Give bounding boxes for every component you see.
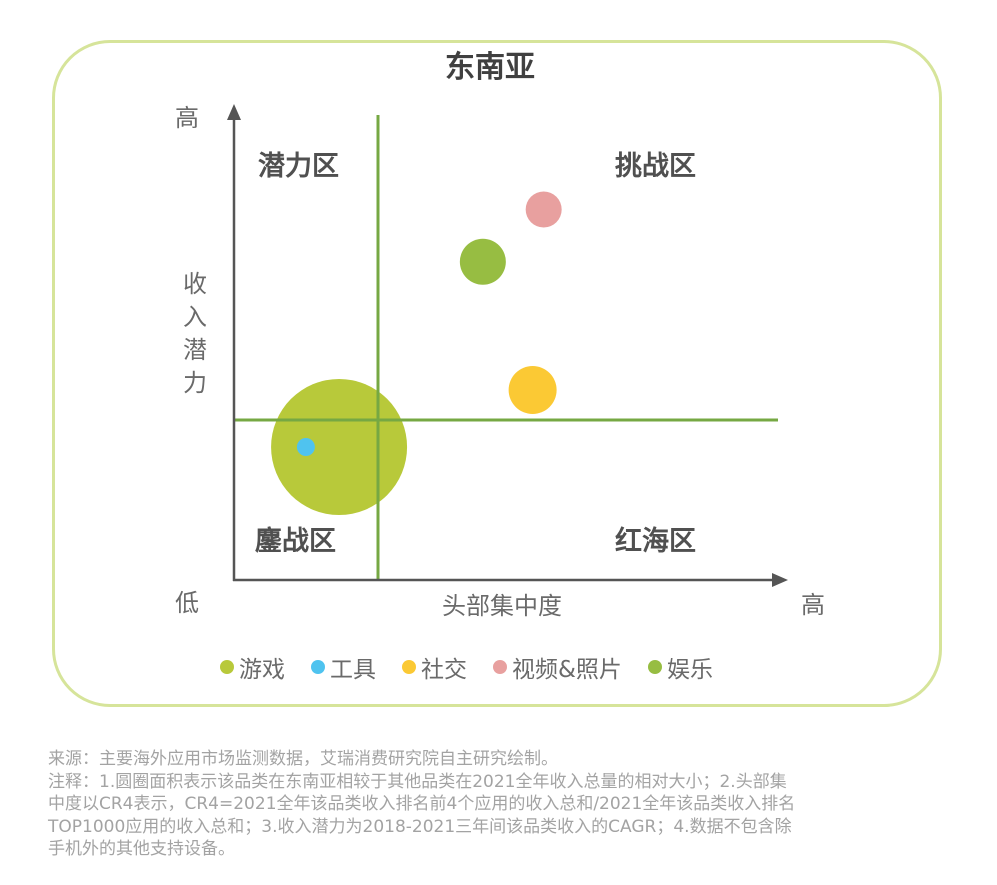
legend-item: 视频&照片	[493, 650, 622, 684]
bubble-社交	[508, 366, 557, 414]
legend-item: 游戏	[220, 650, 285, 684]
legend-dot-icon	[311, 660, 325, 674]
legend-item: 娱乐	[647, 650, 713, 684]
footnote-line: 手机外的其他支持设备。	[48, 839, 235, 859]
legend-item: 社交	[402, 650, 467, 684]
x-axis-arrow-icon	[772, 573, 788, 587]
bubble-娱乐	[459, 238, 506, 285]
legend-label: 游戏	[239, 657, 285, 683]
legend-dot-icon	[647, 660, 662, 674]
footnote-line: TOP1000应用的收入总和；3.收入潜力为2018-2021三年间该品类收入的…	[48, 816, 792, 837]
bubble-group	[271, 191, 562, 515]
y-axis-title-char: 入	[183, 303, 207, 331]
legend-label: 工具	[330, 657, 376, 683]
legend-dot-icon	[402, 660, 416, 674]
bubble-游戏	[271, 379, 408, 515]
x-axis-low-label: 低	[175, 589, 199, 617]
quadrant-label-fierce-battle: 鏖战区	[255, 526, 336, 557]
quadrant-label-red-sea: 红海区	[615, 526, 696, 557]
x-axis-high-label: 高	[801, 591, 825, 619]
legend-label: 视频&照片	[512, 657, 622, 683]
y-axis-arrow-icon	[227, 104, 241, 120]
legend-dot-icon	[493, 660, 507, 674]
legend-dot-icon	[220, 660, 234, 674]
quadrant-label-challenge: 挑战区	[615, 151, 696, 182]
chart-title: 东南亚	[445, 50, 535, 85]
footnote-line: 来源：主要海外应用市场监测数据，艾瑞消费研究院自主研究绘制。	[48, 749, 558, 769]
y-axis-title: 收入潜力	[178, 268, 212, 400]
quadrant-label-potential: 潜力区	[258, 151, 339, 182]
footnote: 来源：主要海外应用市场监测数据，艾瑞消费研究院自主研究绘制。 注释：1.圆圈面积表…	[48, 748, 978, 861]
footnote-line: 中度以CR4表示，CR4=2021全年该品类收入排名前4个应用的收入总和/202…	[48, 794, 796, 814]
y-axis-title-char: 潜	[183, 336, 207, 364]
chart-frame	[52, 40, 942, 707]
legend: 游戏 工具 社交 视频&照片 娱乐	[220, 650, 739, 684]
bubble-视频&照片	[525, 191, 562, 228]
y-axis-title-char: 收	[183, 270, 207, 298]
bubble-工具	[296, 438, 315, 456]
footnote-line: 注释：1.圆圈面积表示该品类在东南亚相较于其他品类在2021全年收入总量的相对大…	[48, 771, 787, 792]
y-axis-title-char: 力	[183, 369, 207, 397]
legend-label: 社交	[421, 657, 467, 683]
x-axis-title: 头部集中度	[442, 592, 562, 620]
y-axis-high-label: 高	[175, 104, 199, 132]
legend-label: 娱乐	[666, 657, 713, 683]
legend-item: 工具	[311, 650, 376, 684]
